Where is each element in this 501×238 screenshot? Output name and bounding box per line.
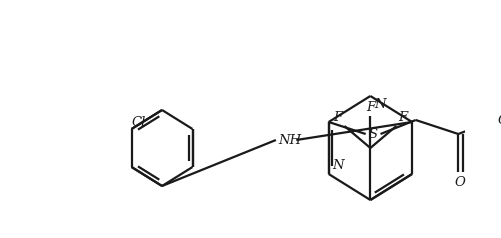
Text: NH: NH	[277, 134, 300, 147]
Text: O: O	[454, 176, 464, 189]
Text: N: N	[332, 159, 343, 172]
Text: Cl: Cl	[131, 116, 145, 129]
Text: N: N	[373, 98, 385, 111]
Text: F: F	[397, 111, 407, 124]
Text: O: O	[496, 114, 501, 127]
Text: S: S	[368, 128, 377, 140]
Text: F: F	[365, 101, 374, 114]
Text: F: F	[333, 111, 342, 124]
